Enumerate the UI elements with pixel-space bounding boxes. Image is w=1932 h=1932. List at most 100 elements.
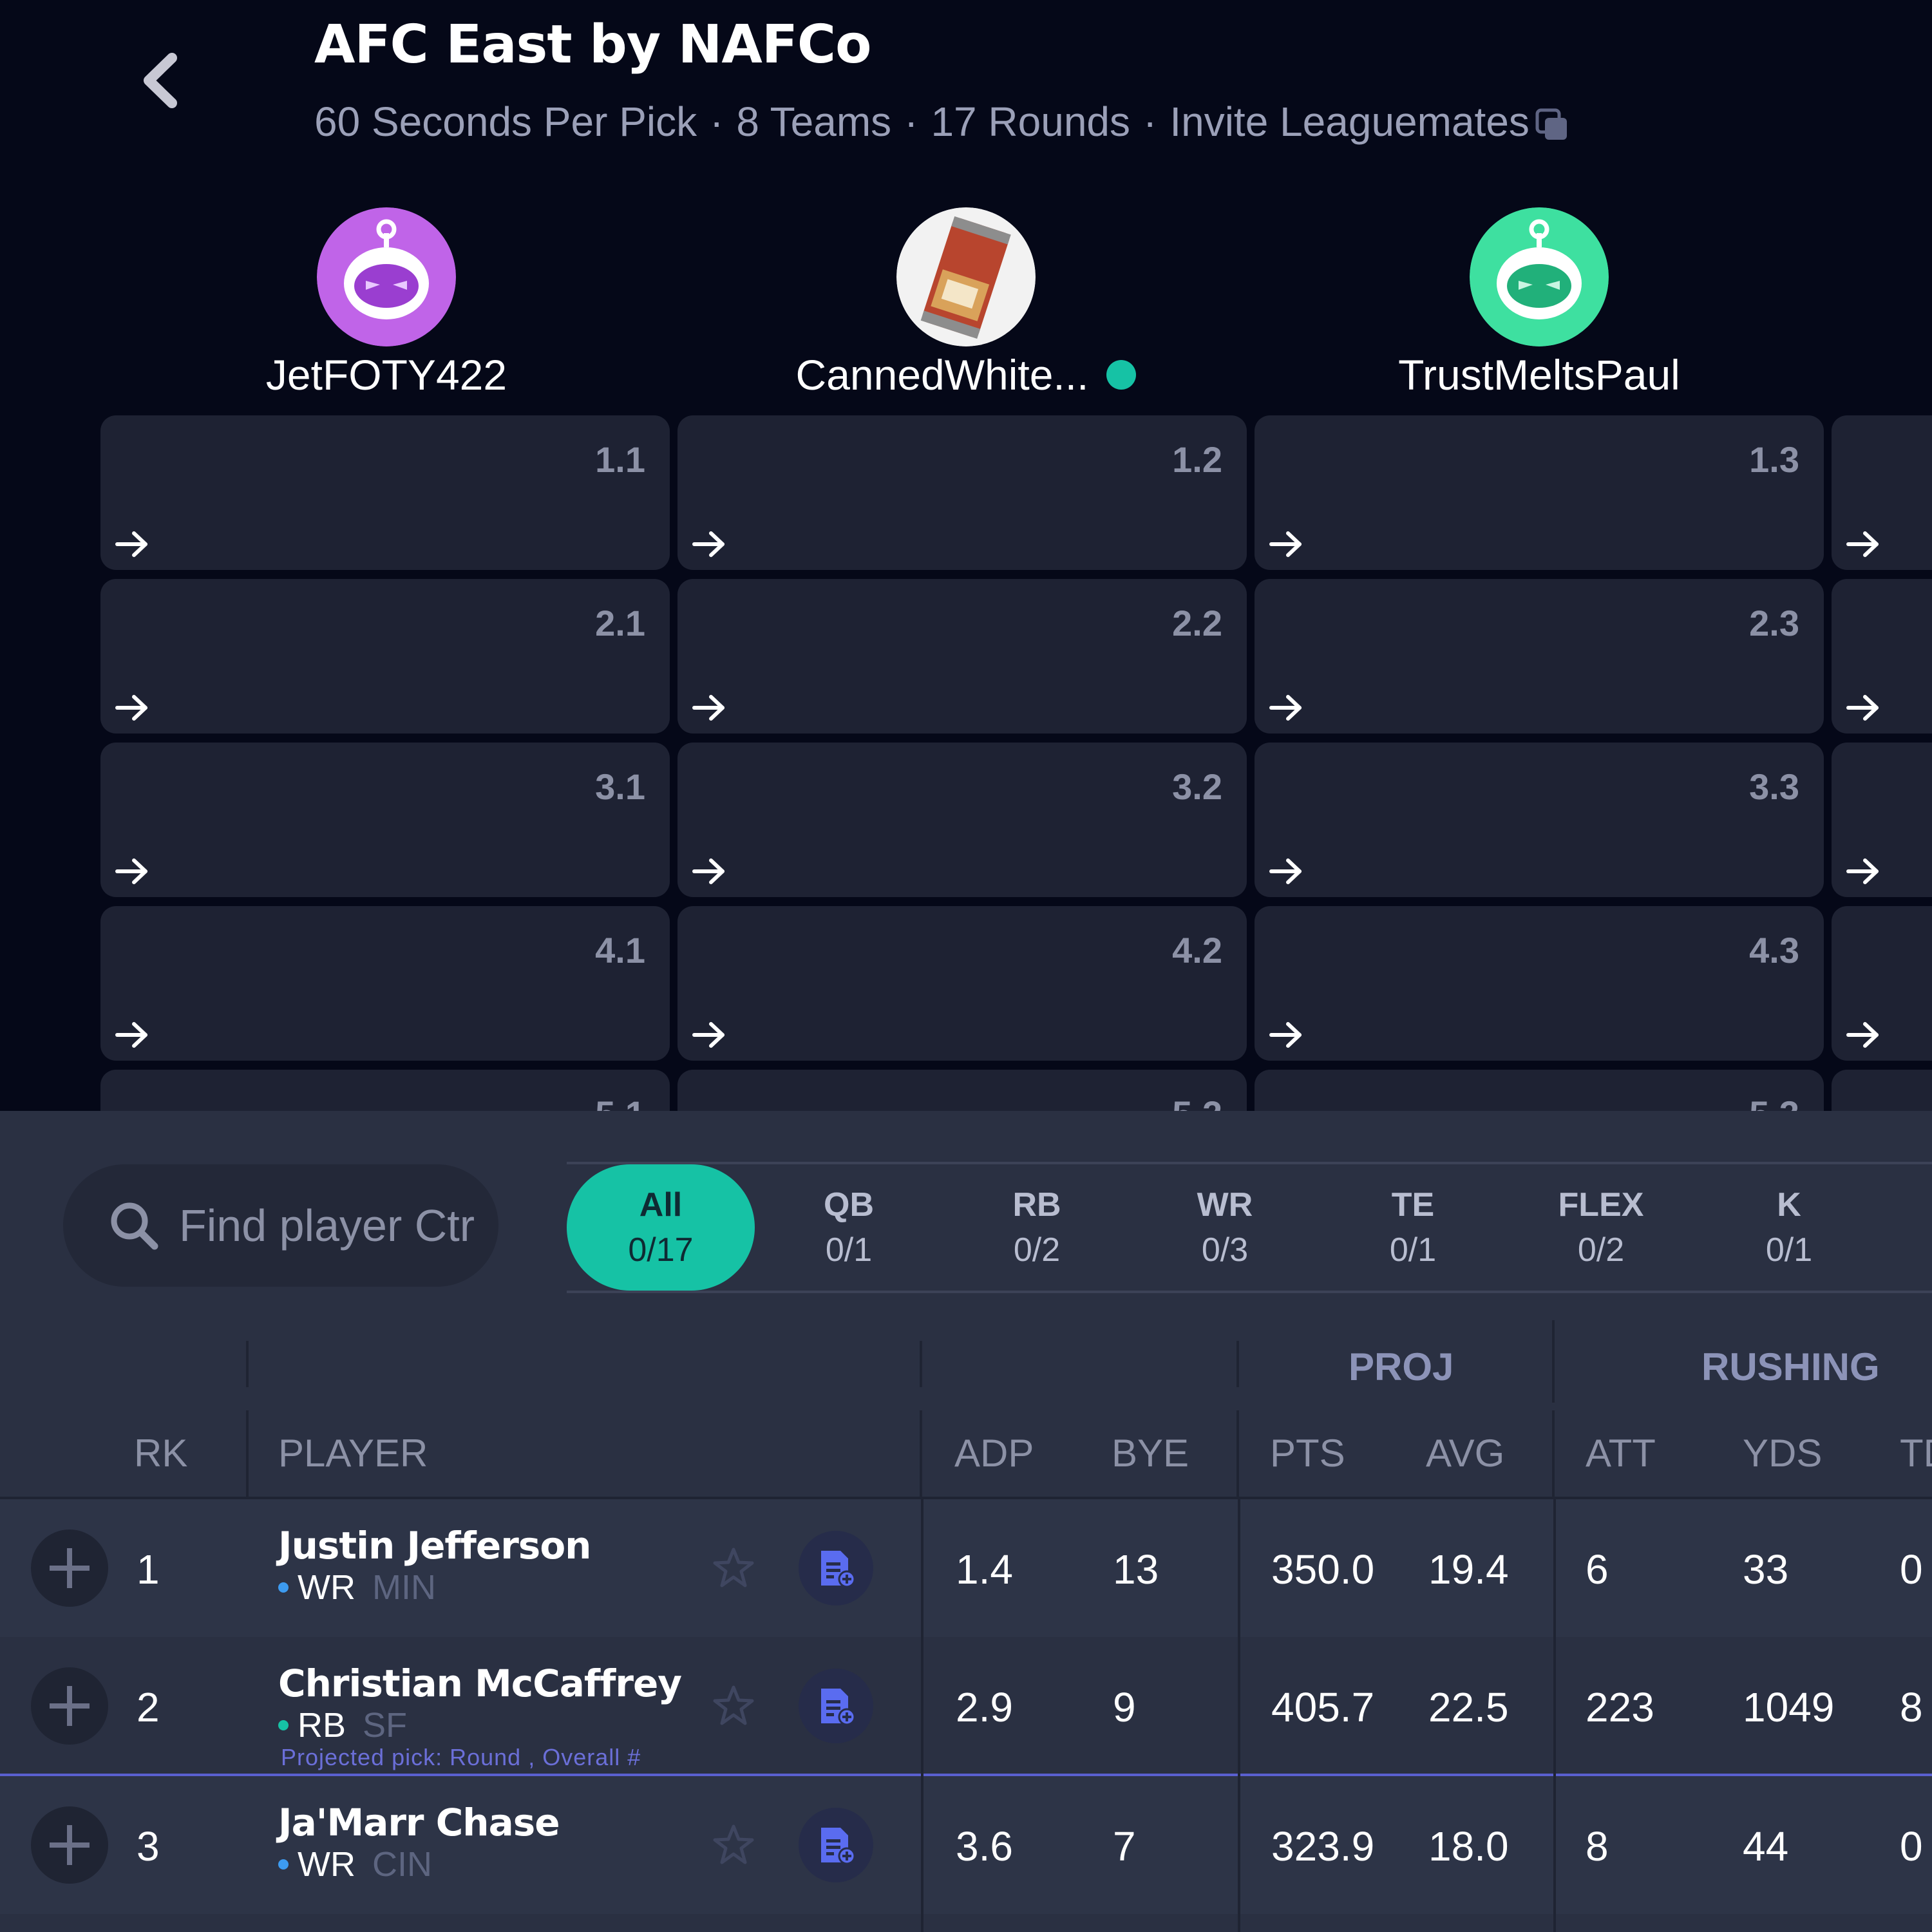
draft-pick-cell[interactable] — [1832, 579, 1932, 734]
column-header-pts[interactable]: PTS — [1270, 1432, 1345, 1475]
player-search[interactable] — [63, 1164, 498, 1287]
column-header-player[interactable]: PLAYER — [278, 1432, 428, 1475]
rush-att-value: 6 — [1586, 1546, 1609, 1593]
filter-count: 0/1 — [825, 1231, 873, 1269]
add-player-button[interactable] — [31, 1530, 108, 1607]
column-divider — [920, 1341, 922, 1387]
draft-pick-cell[interactable] — [1832, 906, 1932, 1061]
invite-leaguemates-link[interactable]: Invite Leaguemates — [1170, 99, 1530, 145]
filter-count: 0/1 — [1765, 1231, 1813, 1269]
column-header-td[interactable]: TD — [1900, 1432, 1932, 1475]
filter-count: 0/17 — [628, 1231, 694, 1269]
filter-qb[interactable]: QB 0/1 — [755, 1164, 943, 1291]
draft-pick-cell[interactable] — [1832, 743, 1932, 897]
draft-pick-cell[interactable]: 3.2 — [677, 743, 1247, 897]
draft-pick-cell[interactable]: 4.3 — [1255, 906, 1824, 1061]
team-name: CannedWhite... — [795, 351, 1089, 399]
adp-value: 1.4 — [956, 1546, 1013, 1593]
filter-k[interactable]: K 0/1 — [1695, 1164, 1883, 1291]
column-header-avg[interactable]: AVG — [1426, 1432, 1505, 1475]
team-column-header[interactable]: TrustMeltsPaul — [1346, 207, 1732, 399]
pick-number: 2.2 — [1172, 603, 1222, 643]
favorite-star-icon[interactable] — [711, 1683, 756, 1732]
position-dot — [278, 1720, 289, 1730]
table-row[interactable]: 2 Christian McCaffrey RB SF Projected pi… — [0, 1637, 1932, 1775]
filter-wr[interactable]: WR 0/3 — [1131, 1164, 1319, 1291]
draft-pick-cell[interactable]: 2.3 — [1255, 579, 1824, 734]
filter-rb[interactable]: RB 0/2 — [943, 1164, 1131, 1291]
player-name[interactable]: Ja'Marr Chase — [278, 1801, 560, 1844]
rushing-group-header: RUSHING — [1701, 1345, 1880, 1388]
draft-pick-cell[interactable]: 5.1 — [100, 1070, 670, 1111]
page-title: AFC East by NAFCo — [314, 14, 871, 75]
team-column-header[interactable]: CannedWhite... — [766, 207, 1166, 399]
filter-all[interactable]: All 0/17 — [567, 1164, 755, 1291]
draft-pick-cell[interactable]: 4.2 — [677, 906, 1247, 1061]
column-header-yds[interactable]: YDS — [1743, 1432, 1823, 1475]
draft-pick-cell[interactable] — [1832, 415, 1932, 570]
column-header-adp[interactable]: ADP — [954, 1432, 1034, 1475]
pick-number: 4.1 — [595, 930, 645, 971]
rush-att-value: 223 — [1586, 1684, 1654, 1730]
column-header-rk[interactable]: RK — [134, 1432, 188, 1475]
table-row[interactable]: 3 Ja'Marr Chase WR CIN 3.6 7 323.9 18.0 … — [0, 1776, 1932, 1914]
copy-icon[interactable] — [1535, 106, 1571, 153]
player-meta: RB SF — [278, 1705, 407, 1745]
add-note-button[interactable] — [799, 1669, 873, 1743]
team-count: 8 Teams — [736, 99, 892, 145]
rank: 2 — [137, 1684, 160, 1730]
column-divider — [246, 1341, 249, 1387]
arrow-right-icon — [1267, 855, 1306, 891]
pick-number: 2.1 — [595, 603, 645, 643]
online-status-dot — [1106, 360, 1137, 390]
column-header-att[interactable]: ATT — [1586, 1432, 1656, 1475]
rush-yds-value: 33 — [1743, 1546, 1789, 1593]
draft-pick-cell[interactable]: 3.1 — [100, 743, 670, 897]
column-header-bye[interactable]: BYE — [1112, 1432, 1189, 1475]
search-input[interactable] — [179, 1200, 475, 1251]
note-add-icon — [821, 1551, 856, 1588]
column-divider — [921, 1499, 923, 1932]
filter-te[interactable]: TE 0/1 — [1319, 1164, 1507, 1291]
player-name[interactable]: Christian McCaffrey — [278, 1662, 682, 1705]
back-button[interactable] — [126, 45, 196, 116]
favorite-star-icon[interactable] — [711, 1823, 756, 1871]
chevron-left-icon — [144, 53, 177, 108]
pick-number: 5.3 — [1749, 1093, 1799, 1111]
add-player-button[interactable] — [31, 1667, 108, 1745]
filter-flex[interactable]: FLEX 0/2 — [1507, 1164, 1695, 1291]
draft-pick-cell[interactable]: 1.3 — [1255, 415, 1824, 570]
note-add-icon — [821, 1828, 856, 1865]
draft-pick-cell[interactable]: 3.3 — [1255, 743, 1824, 897]
pick-number: 1.3 — [1749, 439, 1799, 480]
separator: · — [710, 99, 724, 145]
draft-board: 1.1 1.2 1.3 2.1 2.2 2.3 3.1 3.2 3.3 4.1 4.2 4.3 5.1 5… — [0, 415, 1932, 1111]
draft-settings-line: 60 Seconds Per Pick · 8 Teams · 17 Round… — [314, 90, 1571, 153]
draft-pick-cell[interactable] — [1832, 1070, 1932, 1111]
filter-label: WR — [1197, 1186, 1253, 1224]
add-note-button[interactable] — [799, 1808, 873, 1882]
note-add-icon — [821, 1689, 856, 1726]
add-note-button[interactable] — [799, 1531, 873, 1605]
draft-pick-cell[interactable]: 1.1 — [100, 415, 670, 570]
rank: 1 — [137, 1546, 160, 1593]
draft-pick-cell[interactable]: 4.1 — [100, 906, 670, 1061]
draft-pick-cell[interactable]: 2.2 — [677, 579, 1247, 734]
table-row[interactable]: 1 Justin Jefferson WR MIN 1.4 13 350.0 1… — [0, 1499, 1932, 1637]
draft-pick-cell[interactable]: 5.3 — [1255, 1070, 1824, 1111]
filter-label: K — [1777, 1186, 1801, 1224]
arrow-right-icon — [1844, 855, 1883, 891]
add-player-button[interactable] — [31, 1806, 108, 1884]
arrow-right-icon — [1844, 528, 1883, 564]
favorite-star-icon[interactable] — [711, 1546, 756, 1594]
team-column-header[interactable]: JetFOTY422 — [238, 207, 535, 399]
pick-number: 3.1 — [595, 766, 645, 807]
team-name-row: CannedWhite... — [796, 350, 1137, 399]
filter-label: QB — [824, 1186, 874, 1224]
filter-count: 0/2 — [1577, 1231, 1625, 1269]
proj-avg-value: 19.4 — [1428, 1546, 1509, 1593]
draft-pick-cell[interactable]: 1.2 — [677, 415, 1247, 570]
draft-pick-cell[interactable]: 2.1 — [100, 579, 670, 734]
player-name[interactable]: Justin Jefferson — [278, 1524, 591, 1567]
draft-pick-cell[interactable]: 5.2 — [677, 1070, 1247, 1111]
